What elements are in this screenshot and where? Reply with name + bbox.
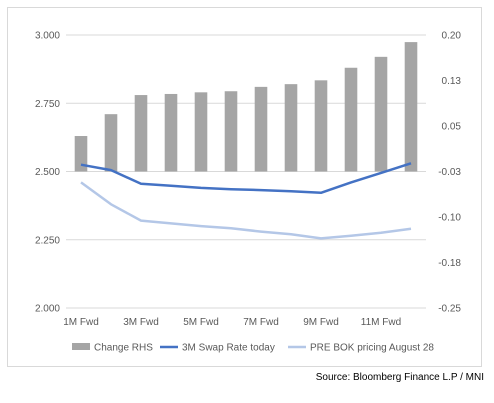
y-right-tick-label: -0.25 [438, 304, 461, 315]
bar [224, 91, 238, 172]
bar [194, 92, 208, 172]
series-line-pre-bok-pricing-august-28 [80, 181, 412, 240]
legend-label: Change RHS [94, 343, 153, 354]
y-left-tick-label: 2.000 [35, 304, 60, 315]
bar [314, 80, 328, 172]
x-tick-label: 1M Fwd [63, 317, 99, 328]
bar [74, 136, 88, 172]
y-left-tick-label: 2.500 [35, 167, 60, 178]
source-note: Source: Bloomberg Finance L.P / MNI [315, 372, 484, 383]
y-left-tick-label: 2.250 [35, 235, 60, 246]
x-tick-label: 5M Fwd [183, 317, 219, 328]
bar [284, 84, 298, 172]
legend-label: PRE BOK pricing August 28 [310, 343, 434, 354]
x-tick-label: 3M Fwd [123, 317, 159, 328]
y-right-tick-label: -0.18 [438, 258, 461, 269]
series-line-3m-swap-rate-today [80, 162, 412, 195]
x-tick-label: 9M Fwd [303, 317, 339, 328]
y-right-tick-label: -0.10 [438, 213, 461, 224]
y-right-tick-label: -0.03 [438, 167, 461, 178]
legend-label: 3M Swap Rate today [182, 343, 275, 354]
bar [374, 56, 388, 172]
chart-area [7, 7, 482, 367]
bar [164, 93, 178, 172]
y-right-tick-label: 0.13 [442, 76, 462, 87]
y-left-tick-label: 2.750 [35, 99, 60, 110]
bar [104, 114, 118, 172]
bar [344, 67, 358, 172]
legend-swatch-bar [72, 343, 90, 350]
x-tick-label: 7M Fwd [243, 317, 279, 328]
y-left-tick-label: 3.000 [35, 31, 60, 42]
bar [134, 95, 148, 172]
bar [404, 42, 418, 172]
bar [254, 86, 268, 172]
x-tick-label: 11M Fwd [361, 317, 401, 328]
y-right-tick-label: 0.05 [442, 122, 462, 133]
y-right-tick-label: 0.20 [442, 31, 462, 42]
